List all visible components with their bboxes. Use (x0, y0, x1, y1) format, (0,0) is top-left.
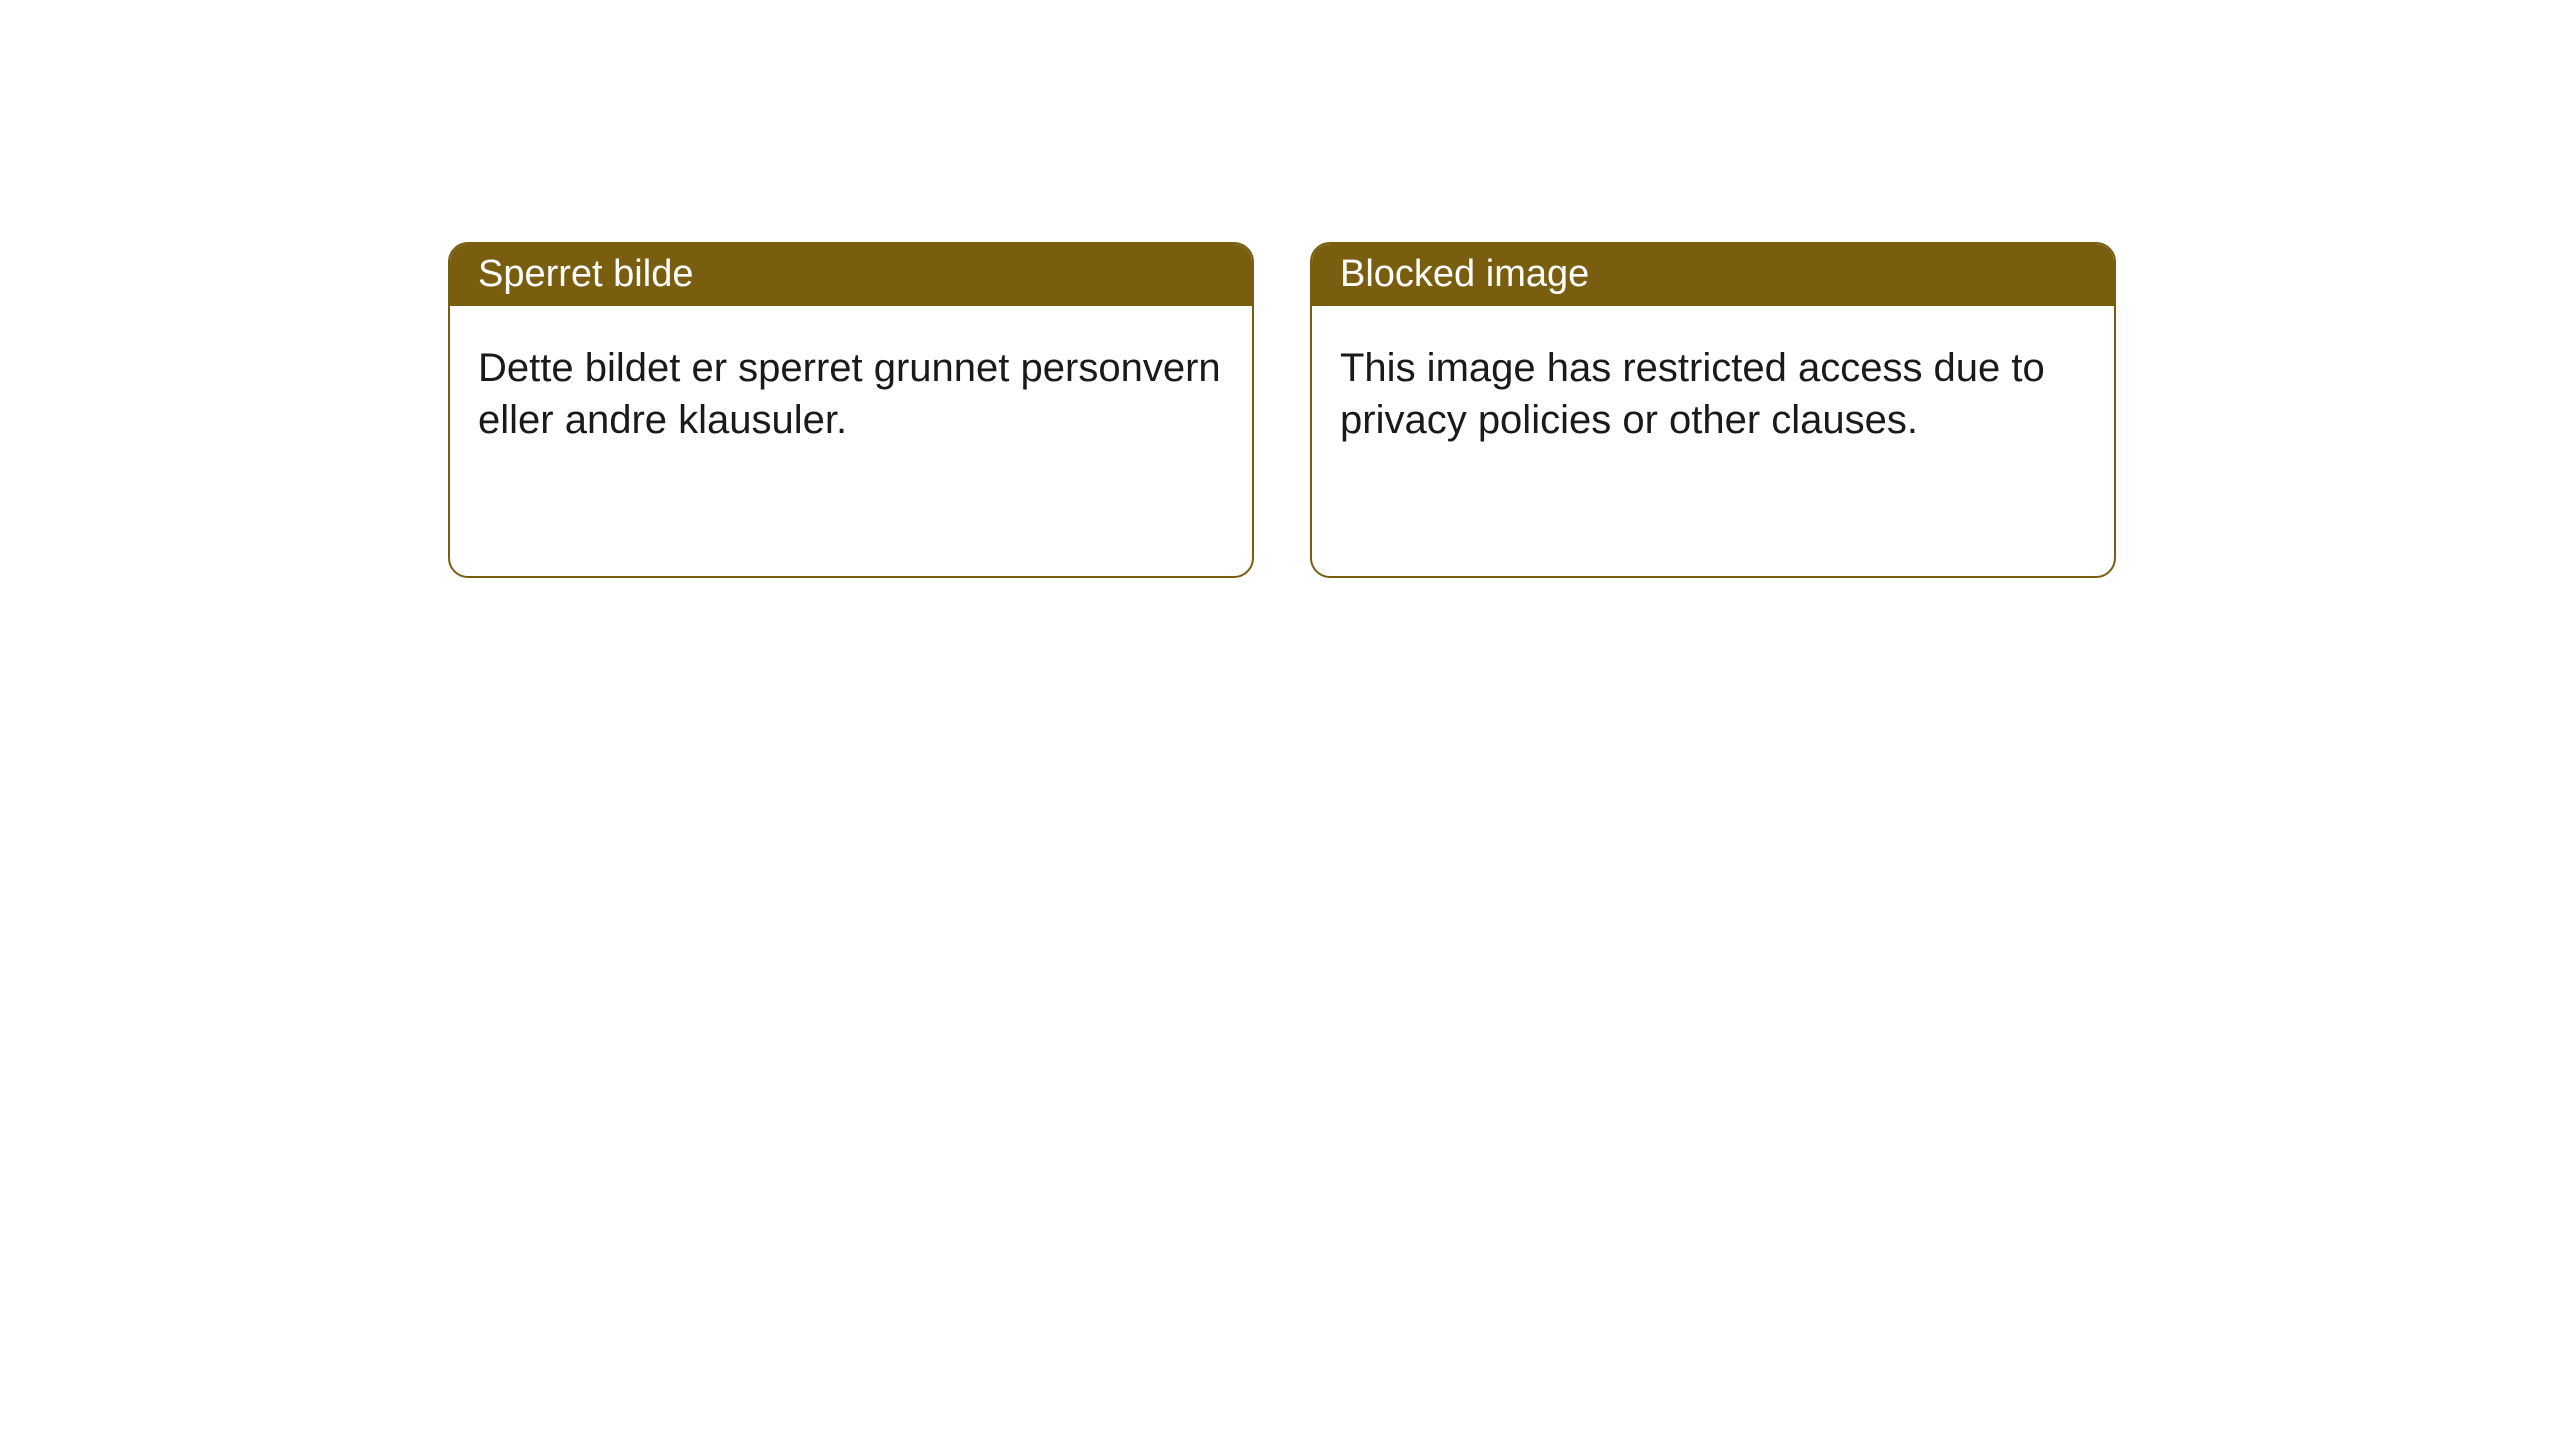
notice-title: Blocked image (1340, 253, 1589, 295)
notice-body: This image has restricted access due to … (1312, 306, 2114, 482)
notice-card-norwegian: Sperret bilde Dette bildet er sperret gr… (448, 242, 1254, 578)
notice-container: Sperret bilde Dette bildet er sperret gr… (0, 0, 2560, 578)
notice-card-english: Blocked image This image has restricted … (1310, 242, 2116, 578)
notice-header: Blocked image (1312, 244, 2114, 306)
notice-body: Dette bildet er sperret grunnet personve… (450, 306, 1252, 482)
notice-body-text: This image has restricted access due to … (1340, 346, 2045, 442)
notice-header: Sperret bilde (450, 244, 1252, 306)
notice-body-text: Dette bildet er sperret grunnet personve… (478, 346, 1221, 442)
notice-title: Sperret bilde (478, 253, 693, 295)
